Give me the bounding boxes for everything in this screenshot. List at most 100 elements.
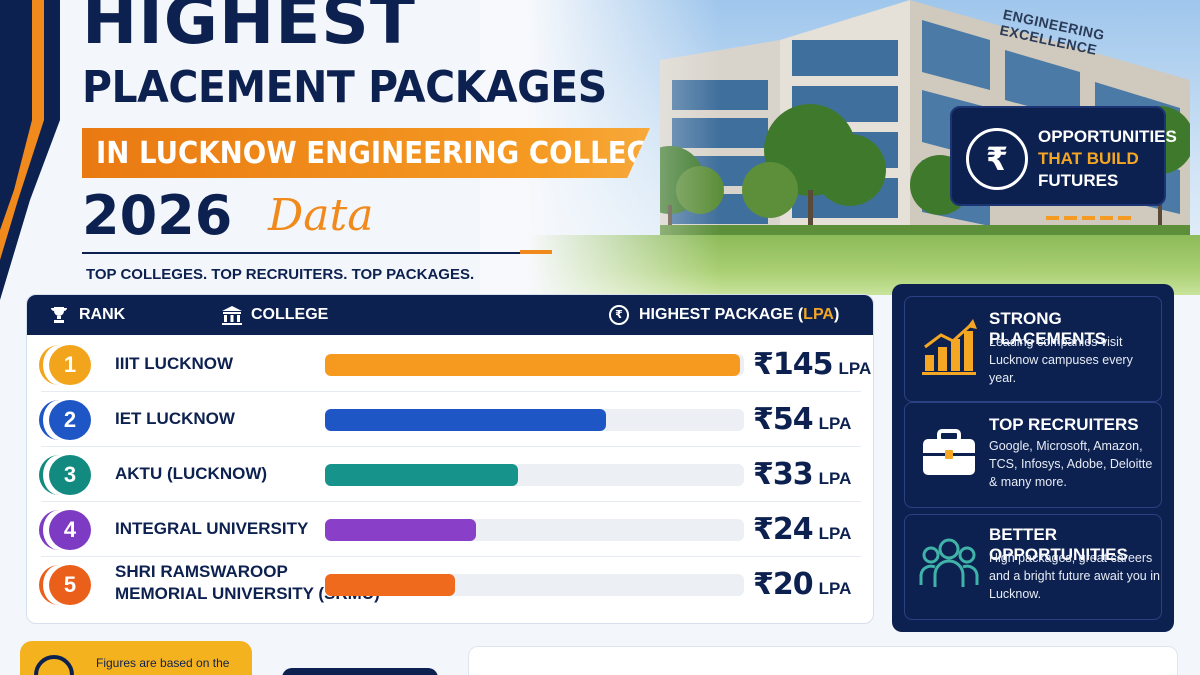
- opportunity-line-2: THAT BUILD: [1038, 149, 1139, 168]
- college-name-line-1: SHRI RAMSWAROOP: [115, 562, 288, 581]
- package-unit: LPA: [838, 359, 872, 378]
- rank-bracket: [39, 565, 61, 605]
- package-amount: 24: [772, 512, 814, 547]
- package-bar-track: [325, 409, 744, 431]
- package-bar-track: [325, 519, 744, 541]
- rank-badge: 4: [49, 510, 91, 550]
- rupee-symbol: ₹: [753, 457, 774, 492]
- headline-script-word: Data: [268, 190, 374, 241]
- package-amount: 33: [772, 457, 814, 492]
- trophy-icon: [49, 305, 69, 325]
- info-panel: STRONG PLACEMENTS Leading companies visi…: [892, 284, 1174, 632]
- package-bar-fill: [325, 574, 455, 596]
- info-card-top-recruiters: TOP RECRUITERS Google, Microsoft, Amazon…: [904, 402, 1162, 508]
- package-bar-fill: [325, 409, 606, 431]
- header-package: ₹ HIGHEST PACKAGE (LPA): [609, 305, 839, 325]
- rupee-symbol: ₹: [753, 567, 774, 602]
- package-bar-track: [325, 464, 744, 486]
- rank-bracket: [39, 400, 61, 440]
- target-icon: [34, 655, 74, 675]
- package-value: ₹33 LPA: [753, 457, 851, 492]
- header-package-text: HIGHEST PACKAGE: [639, 306, 794, 323]
- info-title: STRONG PLACEMENTS: [989, 309, 1107, 348]
- briefcase-icon: [923, 429, 975, 475]
- header-package-paren-open: (: [797, 306, 804, 323]
- info-body: Google, Microsoft, Amazon, TCS, Infosys,…: [989, 439, 1153, 489]
- rank-bracket: [39, 455, 61, 495]
- package-bar-fill: [325, 464, 518, 486]
- package-bar-track: [325, 354, 744, 376]
- footer-note: Figures are based on the: [20, 641, 252, 675]
- footer-note-text: Figures are based on the: [96, 656, 230, 670]
- table-row: 1 IIIT LUCKNOW ₹145 LPA: [27, 337, 873, 392]
- rupee-symbol: ₹: [753, 402, 774, 437]
- package-amount: 20: [772, 567, 814, 602]
- package-value: ₹24 LPA: [753, 512, 851, 547]
- rupee-symbol: ₹: [753, 347, 774, 382]
- opportunity-line-1: OPPORTUNITIES: [1038, 127, 1177, 146]
- package-bar-fill: [325, 354, 740, 376]
- people-group-icon: [919, 538, 979, 587]
- row-divider: [41, 556, 861, 557]
- row-divider: [41, 446, 861, 447]
- college-building-icon: [221, 305, 242, 325]
- college-name: INTEGRAL UNIVERSITY: [115, 519, 309, 538]
- rank-bracket: [39, 345, 61, 385]
- footer-card: [468, 646, 1178, 675]
- headline-placement-packages: PLACEMENT PACKAGES: [82, 62, 607, 113]
- rank-badge: 2: [49, 400, 91, 440]
- header-package-unit: LPA: [803, 306, 834, 323]
- info-body: Leading companies visit Lucknow campuses…: [989, 335, 1133, 385]
- rank-badge: 1: [49, 345, 91, 385]
- info-body: High packages, great careers and a brigh…: [989, 551, 1160, 601]
- footer-pill: [282, 668, 438, 675]
- row-divider: [41, 501, 861, 502]
- headline-tagline: TOP COLLEGES. TOP RECRUITERS. TOP PACKAG…: [86, 266, 475, 283]
- rupee-symbol: ₹: [753, 512, 774, 547]
- package-unit: LPA: [818, 579, 852, 598]
- table-row: 3 AKTU (LUCKNOW) ₹33 LPA: [27, 447, 873, 502]
- rank-bracket: [39, 510, 61, 550]
- header-college: COLLEGE: [221, 305, 328, 325]
- header-rank: RANK: [49, 305, 125, 325]
- college-name: IET LUCKNOW: [115, 409, 235, 428]
- rupee-circle-icon: ₹: [609, 305, 629, 325]
- header-package-label: HIGHEST PACKAGE (LPA): [639, 306, 839, 324]
- headline-divider: [82, 252, 522, 254]
- opportunity-card: ₹ OPPORTUNITIES THAT BUILD FUTURES: [950, 106, 1177, 206]
- left-accent-shape: [0, 0, 60, 300]
- package-unit: LPA: [818, 524, 852, 543]
- headline-divider-accent: [520, 250, 552, 254]
- ranking-table: RANK COLLEGE ₹ HIGHEST PACKAGE (LPA) 1 I…: [26, 294, 874, 624]
- info-title: TOP RECRUITERS: [989, 415, 1139, 434]
- package-unit: LPA: [818, 414, 852, 433]
- college-name: AKTU (LUCKNOW): [115, 464, 268, 483]
- college-name-line-2: MEMORIAL UNIVERSITY (SRMU): [115, 584, 380, 603]
- rupee-icon: ₹: [966, 128, 1028, 190]
- college-name: IIIT LUCKNOW: [115, 354, 234, 373]
- headline-banner: IN LUCKNOW ENGINEERING COLLEGES: [82, 128, 650, 178]
- rank-badge: 5: [49, 565, 91, 605]
- growth-chart-icon: [922, 319, 977, 375]
- opportunity-dots: [1046, 216, 1131, 220]
- package-value: ₹20 LPA: [753, 567, 851, 602]
- table-row: 5 SHRI RAMSWAROOP MEMORIAL UNIVERSITY (S…: [27, 557, 873, 612]
- package-unit: LPA: [818, 469, 852, 488]
- rank-badge: 3: [49, 455, 91, 495]
- package-value: ₹54 LPA: [753, 402, 851, 437]
- package-value: ₹145 LPA: [753, 347, 871, 382]
- table-row: 2 IET LUCKNOW ₹54 LPA: [27, 392, 873, 447]
- headline-highest: HIGHEST: [82, 0, 416, 59]
- info-card-strong-placements: STRONG PLACEMENTS Leading companies visi…: [904, 296, 1162, 402]
- table-row: 4 INTEGRAL UNIVERSITY ₹24 LPA: [27, 502, 873, 557]
- opportunity-text: OPPORTUNITIES THAT BUILD FUTURES: [1038, 126, 1177, 192]
- table-header: RANK COLLEGE ₹ HIGHEST PACKAGE (LPA): [27, 295, 873, 335]
- info-card-better-opportunities: BETTER OPPORTUNITIES High packages, grea…: [904, 514, 1162, 620]
- college-name: SHRI RAMSWAROOP MEMORIAL UNIVERSITY (SRM…: [115, 561, 380, 605]
- row-divider: [41, 391, 861, 392]
- header-college-label: COLLEGE: [251, 306, 329, 323]
- header-package-paren-close: ): [833, 306, 840, 323]
- headline-year: 2026: [82, 184, 233, 247]
- package-bar-track: [325, 574, 744, 596]
- package-bar-fill: [325, 519, 476, 541]
